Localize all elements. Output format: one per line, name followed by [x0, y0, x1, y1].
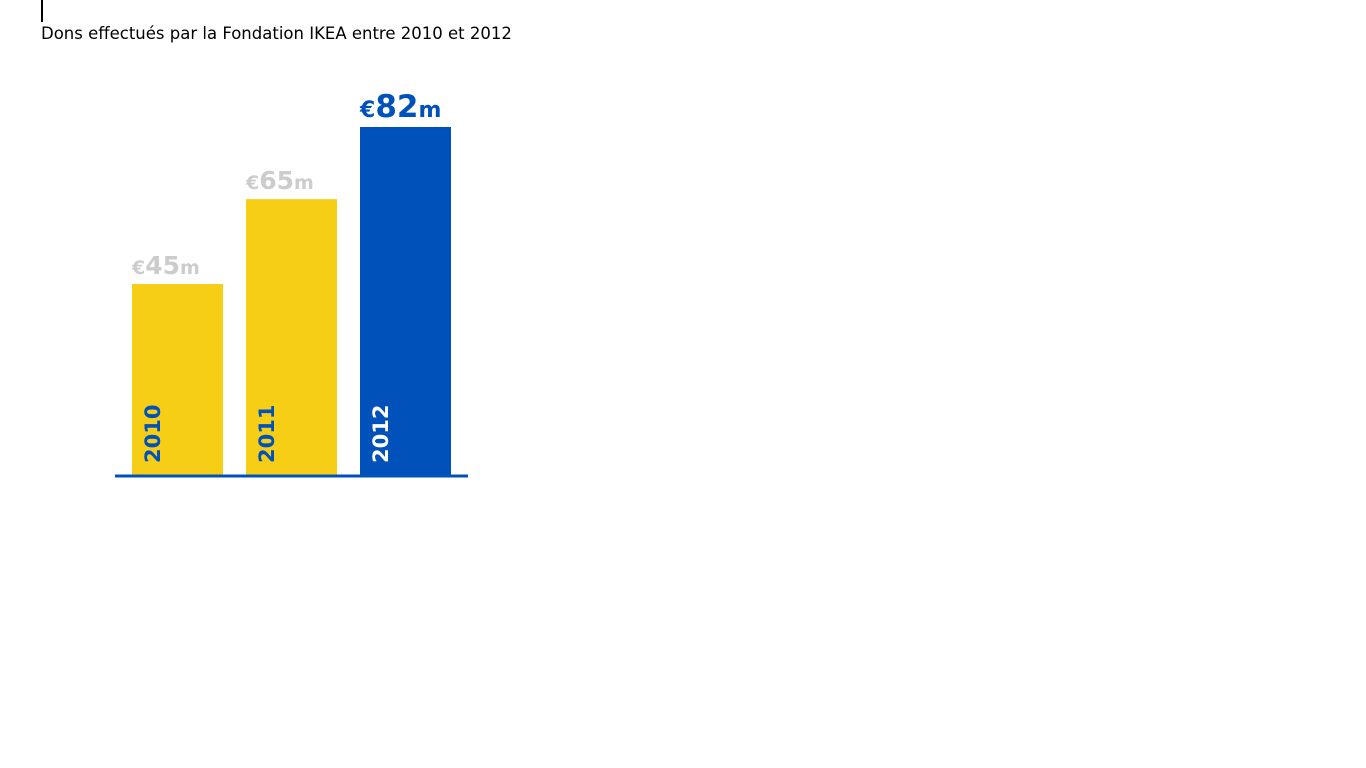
text-cursor — [41, 0, 43, 22]
bar-2012 — [360, 127, 451, 475]
page-title: Dons effectués par la Fondation IKEA ent… — [41, 24, 512, 43]
year-label-2011: 2011 — [255, 405, 279, 463]
bar-2010 — [132, 284, 223, 475]
value-label-2011: €65m — [245, 166, 314, 195]
year-label-2010: 2010 — [141, 405, 165, 463]
bar-2011 — [246, 199, 337, 475]
value-label-2012: €82m — [359, 89, 441, 125]
year-label-2012: 2012 — [369, 405, 393, 463]
value-label-2010: €45m — [131, 251, 200, 280]
